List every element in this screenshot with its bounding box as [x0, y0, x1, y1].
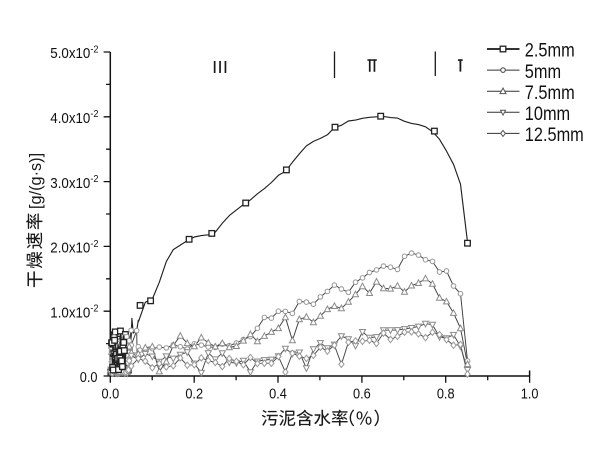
- svg-text:1.0x10-2: 1.0x10-2: [50, 303, 98, 320]
- svg-text:[g/(g·s)]: [g/(g·s)]: [27, 153, 45, 209]
- svg-text:12.5mm: 12.5mm: [525, 124, 584, 145]
- svg-text:5.0x10-2: 5.0x10-2: [50, 44, 98, 61]
- svg-text:0.0: 0.0: [80, 369, 98, 385]
- svg-text:4.0x10-2: 4.0x10-2: [50, 109, 98, 126]
- svg-text:3.0x10-2: 3.0x10-2: [50, 174, 98, 191]
- svg-text:7.5mm: 7.5mm: [525, 82, 575, 103]
- svg-text:2.5mm: 2.5mm: [525, 40, 575, 61]
- svg-text:2.0x10-2: 2.0x10-2: [50, 238, 98, 255]
- svg-text:10mm: 10mm: [525, 103, 570, 124]
- svg-text:0.2: 0.2: [185, 386, 203, 402]
- svg-text:0.0: 0.0: [101, 386, 119, 402]
- svg-text:0.6: 0.6: [353, 386, 371, 402]
- svg-text:5mm: 5mm: [525, 61, 561, 82]
- svg-text:0.8: 0.8: [437, 386, 455, 402]
- svg-text:1.0: 1.0: [521, 386, 539, 402]
- svg-text:0.4: 0.4: [269, 386, 287, 402]
